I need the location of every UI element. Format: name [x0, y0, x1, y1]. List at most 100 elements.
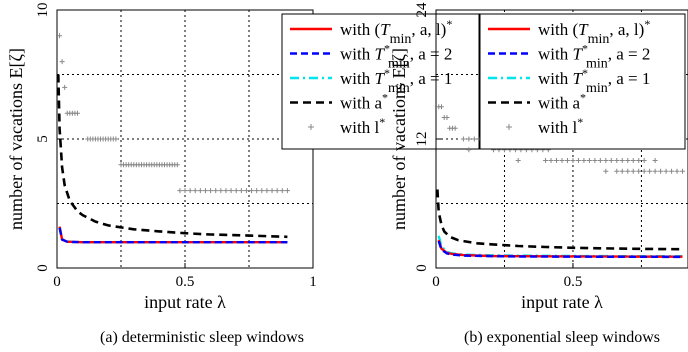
data-point-l-star: [630, 158, 636, 163]
data-point-l-star: [218, 188, 224, 194]
data-point-l-star: [619, 158, 625, 163]
y-tick-label: 10: [35, 3, 51, 18]
data-point-l-star: [213, 188, 219, 194]
data-point-l-star: [197, 188, 203, 194]
x-tick-label: 1: [309, 274, 317, 290]
data-point-l-star: [625, 168, 631, 174]
data-point-l-star: [575, 158, 581, 163]
data-point-l-star: [603, 168, 609, 174]
data-point-l-star: [438, 104, 444, 110]
legend: with (Tmin, a, l)*with T* min, a = 2with …: [479, 13, 686, 150]
y-tick-label: 0: [414, 264, 430, 272]
data-point-l-star: [192, 188, 198, 194]
legend-entry: with T* min, a = 1: [538, 66, 650, 96]
plot-area: [436, 104, 686, 259]
chart-panel-b: 0 0.5 0 12 24 input rate λ number of vacations…: [389, 2, 688, 346]
data-point-l-star: [460, 136, 466, 142]
data-point-l-star: [249, 188, 255, 194]
data-point-l-star: [548, 158, 554, 163]
data-point-l-star: [570, 158, 576, 163]
data-point-l-star: [515, 158, 521, 163]
data-point-l-star: [586, 158, 592, 163]
legend-entry: with T* min, a = 2: [340, 42, 452, 72]
x-tick-label: 0.5: [564, 274, 583, 290]
data-point-l-star: [223, 188, 229, 194]
legend-entry: with l*: [340, 115, 385, 137]
data-point-l-star: [658, 168, 664, 174]
y-tick-label: 0: [35, 264, 51, 272]
series-line-3: [436, 189, 683, 251]
legend-entry: with l*: [538, 115, 583, 137]
tick-labels: 0 0.5 0 12 24: [414, 2, 582, 290]
data-point-l-star: [202, 188, 208, 194]
grid-lines: [57, 10, 313, 268]
data-point-l-star: [269, 188, 275, 194]
legend-entry: with T* min, a = 1: [340, 66, 452, 96]
data-point-l-star: [177, 188, 183, 194]
data-point-l-star: [592, 158, 598, 163]
data-point-l-star: [174, 162, 180, 168]
y-tick-label: 24: [414, 2, 430, 18]
series-line-1: [58, 227, 288, 244]
data-point-l-star: [652, 158, 658, 163]
data-point-l-star: [243, 188, 249, 194]
legend-entry: with T* min, a = 2: [538, 42, 650, 72]
x-axis-label: input rate λ: [521, 292, 603, 312]
data-point-l-star: [444, 115, 450, 120]
data-point-l-star: [663, 168, 669, 174]
legend-entry: with (Tmin, a, l)*: [340, 17, 452, 47]
data-point-l-star: [641, 158, 647, 163]
data-point-l-star: [636, 168, 642, 174]
data-point-l-star: [559, 158, 565, 163]
data-point-l-star: [619, 168, 625, 174]
y-tick-label: 12: [414, 132, 430, 147]
data-point-l-star: [187, 188, 193, 194]
legend-box: [281, 13, 480, 150]
data-point-l-star: [603, 158, 609, 163]
data-point-l-star: [182, 188, 188, 194]
data-point-l-star: [543, 158, 549, 163]
data-point-l-star: [264, 188, 270, 194]
y-axis-label: number of vacations E[ζ]: [389, 48, 409, 230]
series-line-3: [57, 74, 288, 239]
legend-entry: with a*: [538, 91, 586, 113]
data-point-l-star: [452, 125, 458, 131]
legend: with (Tmin, a, l)*with T* min, a = 2with …: [281, 13, 480, 150]
figure-caption: (a) deterministic sleep windows: [100, 329, 304, 346]
data-point-l-star: [641, 168, 647, 174]
data-point-l-star: [238, 188, 244, 194]
data-point-l-star: [59, 59, 65, 65]
y-tick-label: 5: [35, 135, 51, 143]
legend-swatch: [308, 124, 314, 130]
series-line-1: [437, 240, 683, 259]
data-point-l-star: [581, 158, 587, 163]
figure-caption: (b) exponential sleep windows: [464, 329, 660, 346]
series-line-2: [437, 235, 683, 258]
data-point-l-star: [259, 188, 265, 194]
legend-box: [479, 13, 686, 150]
data-point-l-star: [208, 188, 214, 194]
data-point-l-star: [284, 188, 290, 194]
data-point-l-star: [62, 84, 68, 90]
data-point-l-star: [636, 158, 642, 163]
data-point-l-star: [564, 158, 570, 163]
data-point-l-star: [625, 158, 631, 163]
data-point-l-star: [614, 158, 620, 163]
series-l-star-markers: [57, 33, 290, 194]
data-point-l-star: [254, 188, 260, 194]
legend-swatch: [506, 124, 512, 130]
x-tick-label: 0: [432, 274, 440, 290]
data-point-l-star: [279, 188, 285, 194]
data-point-l-star: [471, 136, 477, 142]
data-point-l-star: [466, 147, 472, 153]
y-axis-label: number of vacations E[ζ]: [6, 48, 26, 230]
data-point-l-star: [74, 110, 80, 116]
data-point-l-star: [680, 168, 686, 174]
legend-entry: with a*: [340, 91, 388, 113]
data-point-l-star: [113, 136, 119, 142]
data-point-l-star: [608, 158, 614, 163]
data-point-l-star: [233, 188, 239, 194]
